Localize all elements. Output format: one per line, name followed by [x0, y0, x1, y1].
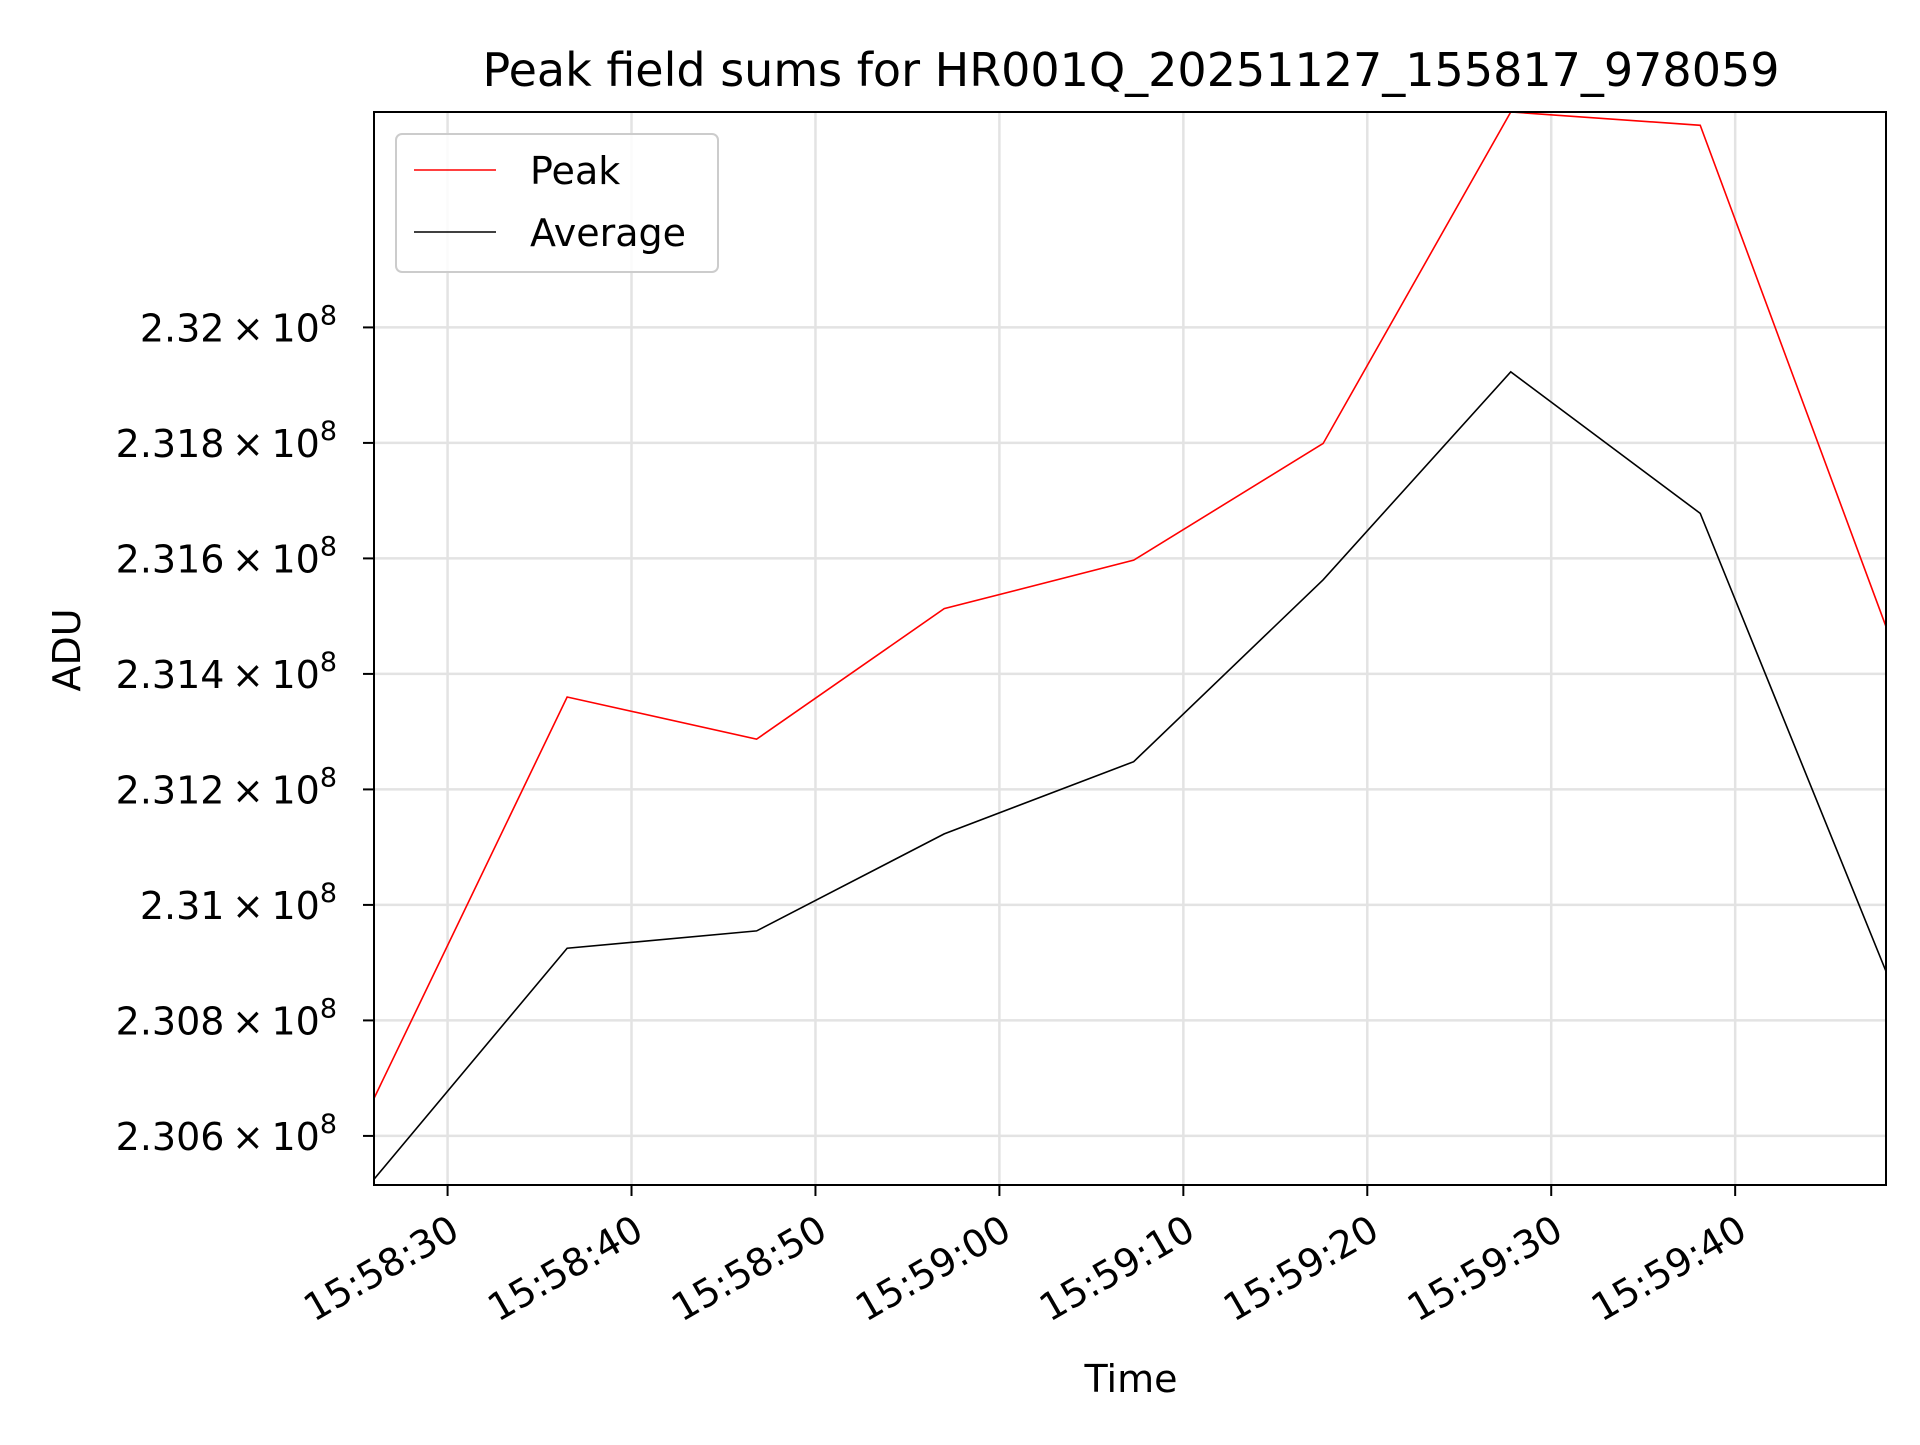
y-tick-mantissa: 2.32 × 10: [140, 306, 320, 350]
legend-label-average: Average: [530, 211, 686, 255]
y-tick-mantissa: 2.308 × 10: [116, 999, 320, 1043]
x-tick-label: 15:58:40: [480, 1207, 650, 1330]
y-tick-label: 2.318 × 108: [116, 416, 337, 466]
series-line-average: [374, 370, 1886, 1180]
y-tick-mantissa: 2.312 × 10: [116, 768, 320, 812]
y-tick-mantissa: 2.31 × 10: [140, 884, 320, 928]
y-axis-label: ADU: [45, 608, 89, 691]
y-tick-label: 2.306 × 108: [116, 1109, 337, 1159]
y-tick-mantissa: 2.318 × 10: [116, 422, 320, 466]
y-tick-exponent: 8: [320, 878, 337, 909]
x-tick-label: 15:59:30: [1400, 1207, 1570, 1330]
y-tick-mantissa: 2.306 × 10: [116, 1115, 320, 1159]
legend-label-peak: Peak: [530, 149, 620, 193]
y-tick-exponent: 8: [320, 1109, 337, 1140]
y-tick-label: 2.32 × 108: [140, 300, 337, 350]
y-tick-label: 2.31 × 108: [140, 878, 337, 928]
y-tick-label: 2.312 × 108: [116, 762, 337, 812]
x-tick-label: 15:58:50: [664, 1207, 834, 1330]
y-tick-label: 2.308 × 108: [116, 993, 337, 1043]
plot-area: 15:58:30 15:58:40 15:58:50 15:59:00 15:59:10…: [116, 111, 1887, 1330]
x-tick-label: 15:59:40: [1584, 1207, 1754, 1330]
legend-box: [395, 133, 719, 273]
y-tick-mantissa: 2.316 × 10: [116, 537, 320, 581]
y-tick-exponent: 8: [320, 416, 337, 447]
y-tick-exponent: 8: [320, 647, 337, 678]
y-tick-exponent: 8: [320, 762, 337, 793]
x-axis-label: Time: [1084, 1357, 1178, 1401]
x-tick-label: 15:59:10: [1032, 1207, 1202, 1330]
chart-title: Peak field sums for HR001Q_20251127_1558…: [482, 43, 1779, 97]
y-tick-label: 2.316 × 108: [116, 531, 337, 581]
x-tick-label: 15:59:20: [1216, 1207, 1386, 1330]
x-tick-label: 15:58:30: [296, 1207, 466, 1330]
x-tick-label: 15:59:00: [848, 1207, 1018, 1330]
y-tick-exponent: 8: [320, 300, 337, 331]
axes-frame: [373, 111, 1887, 1186]
legend: Peak Average: [395, 133, 719, 273]
y-tick-label: 2.314 × 108: [116, 647, 337, 697]
y-tick-exponent: 8: [320, 993, 337, 1024]
series-line-peak: [374, 112, 1886, 1099]
y-tick-exponent: 8: [320, 531, 337, 562]
y-tick-mantissa: 2.314 × 10: [116, 653, 320, 697]
